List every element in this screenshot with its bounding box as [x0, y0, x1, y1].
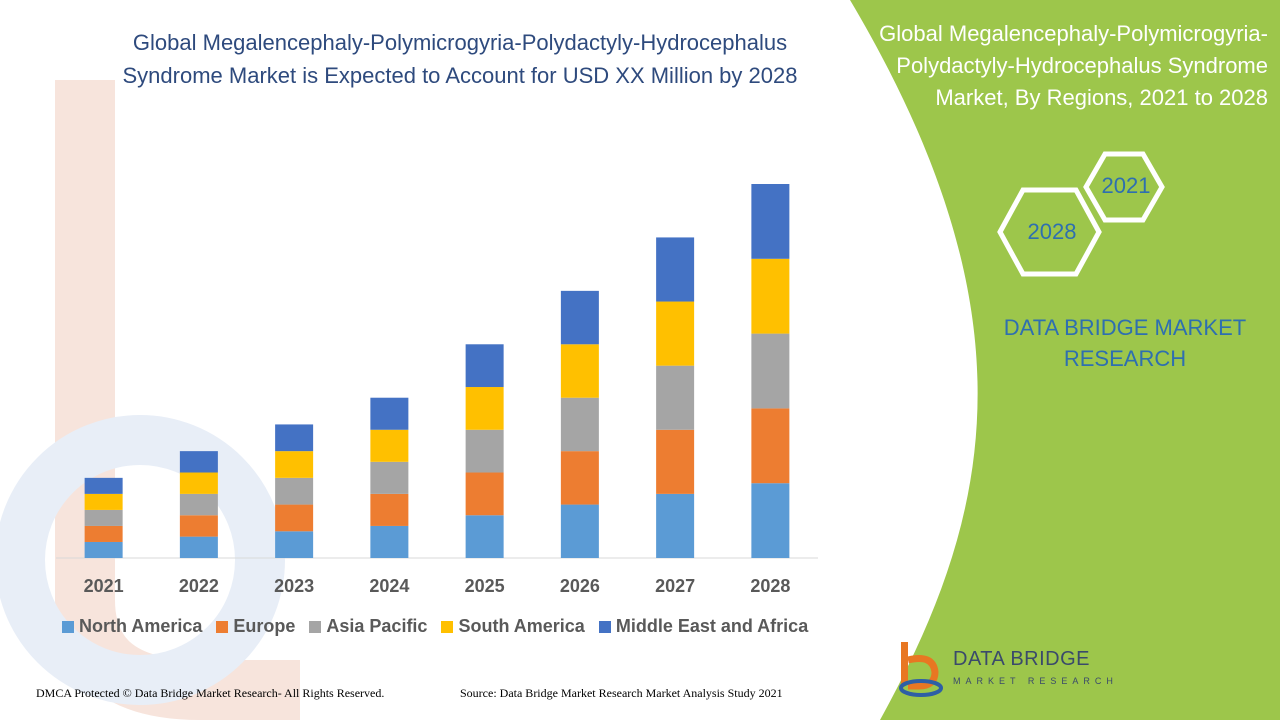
- bar-segment-2021-asia-pacific: [84, 509, 123, 526]
- legend-swatch: [309, 620, 322, 633]
- legend-item-asia-pacific: Asia Pacific: [309, 616, 427, 637]
- legend-swatch: [598, 620, 611, 633]
- legend-swatch: [441, 620, 454, 633]
- legend-swatch: [62, 620, 74, 633]
- bar-segment-2026-north-america: [560, 504, 599, 558]
- legend-label: South America: [458, 616, 585, 636]
- bar-segment-2023-asia-pacific: [275, 477, 314, 505]
- bar-segment-2027-south-america: [656, 301, 695, 366]
- bar-segment-2026-asia-pacific: [560, 397, 599, 452]
- footer-source: Source: Data Bridge Market Research Mark…: [460, 686, 783, 700]
- bar-segment-2024-south-america: [370, 429, 409, 462]
- hex-label-2021: 2021: [1101, 173, 1151, 198]
- bar-segment-2022-south-america: [179, 472, 218, 494]
- bar-segment-2023-middle-east-and-africa: [275, 424, 314, 452]
- bar-segment-2022-asia-pacific: [179, 493, 218, 516]
- side-panel-heading: Global Megalencephaly-Polymicrogyria-Pol…: [879, 21, 1268, 110]
- legend-label: Europe: [233, 616, 296, 636]
- bar-segment-2022-europe: [179, 515, 218, 537]
- x-tick-label-2021: 2021: [84, 576, 124, 596]
- bar-segment-2021-north-america: [84, 541, 123, 558]
- logo-name: DATA BRIDGE: [953, 648, 1091, 670]
- bar-segment-2024-middle-east-and-africa: [370, 397, 409, 430]
- bar-segment-2023-north-america: [275, 531, 314, 558]
- bar-segment-2027-north-america: [656, 493, 695, 558]
- bar-segment-2025-middle-east-and-africa: [465, 344, 504, 388]
- bar-segment-2027-europe: [656, 429, 695, 494]
- bar-segment-2028-europe: [751, 408, 790, 484]
- bar-segment-2028-north-america: [751, 483, 790, 558]
- logo-subtitle: MARKET RESEARCH: [953, 676, 1118, 686]
- brand-text: DATA BRIDGE MARKET RESEARCH: [1003, 315, 1247, 371]
- bar-segment-2026-europe: [560, 451, 599, 505]
- x-tick-label-2024: 2024: [369, 576, 409, 596]
- hex-label-2028: 2028: [1027, 219, 1077, 244]
- bar-segment-2024-asia-pacific: [370, 461, 409, 494]
- bar-segment-2021-middle-east-and-africa: [84, 477, 123, 494]
- hexagon-2021-icon: [1083, 151, 1165, 223]
- bar-segment-2022-north-america: [179, 536, 218, 558]
- hexagon-2028-icon: [997, 187, 1102, 277]
- x-tick-label-2023: 2023: [274, 576, 314, 596]
- legend-swatch: [216, 620, 229, 633]
- x-tick-label-2022: 2022: [179, 576, 219, 596]
- legend-item-middle-east-and-africa: Middle East and Africa: [598, 616, 809, 637]
- bar-segment-2028-middle-east-and-africa: [751, 184, 790, 259]
- x-tick-label-2025: 2025: [465, 576, 505, 596]
- bar-segment-2021-south-america: [84, 493, 123, 510]
- data-bridge-logo-icon: [899, 642, 943, 697]
- legend-item-europe: Europe: [216, 616, 295, 637]
- legend-label: Asia Pacific: [326, 616, 428, 636]
- bar-segment-2024-north-america: [370, 525, 409, 558]
- legend-item-south-america: South America: [441, 616, 585, 637]
- bar-segment-2025-south-america: [465, 387, 504, 430]
- x-tick-label-2028: 2028: [750, 576, 790, 596]
- chart-title: Global Megalencephaly-Polymicrogyria-Pol…: [122, 30, 798, 88]
- bar-segment-2027-middle-east-and-africa: [656, 237, 695, 302]
- bar-segment-2023-europe: [275, 504, 314, 532]
- bar-segment-2022-middle-east-and-africa: [179, 451, 218, 473]
- x-tick-label-2027: 2027: [655, 576, 695, 596]
- bar-segment-2025-north-america: [465, 515, 504, 558]
- legend-label: North America: [79, 616, 203, 636]
- bar-segment-2025-europe: [465, 472, 504, 516]
- bar-segment-2028-asia-pacific: [751, 333, 790, 409]
- bar-segment-2023-south-america: [275, 451, 314, 478]
- bar-segment-2027-asia-pacific: [656, 365, 695, 430]
- x-tick-label-2026: 2026: [560, 576, 600, 596]
- bar-segment-2028-south-america: [751, 258, 790, 334]
- chart-legend: North America Europe Asia Pacific South Ame…: [62, 616, 808, 637]
- bar-segment-2024-europe: [370, 493, 409, 526]
- bar-segment-2026-south-america: [560, 344, 599, 398]
- bar-segment-2025-asia-pacific: [465, 429, 504, 473]
- legend-item-north-america: North America: [62, 616, 202, 637]
- legend-label: Middle East and Africa: [615, 616, 809, 636]
- footer-copyright: DMCA Protected © Data Bridge Market Rese…: [36, 686, 385, 700]
- bar-segment-2026-middle-east-and-africa: [560, 290, 599, 345]
- company-logo: DATA BRIDGE MARKET RESEARCH: [895, 640, 1115, 700]
- bar-segment-2021-europe: [84, 525, 123, 542]
